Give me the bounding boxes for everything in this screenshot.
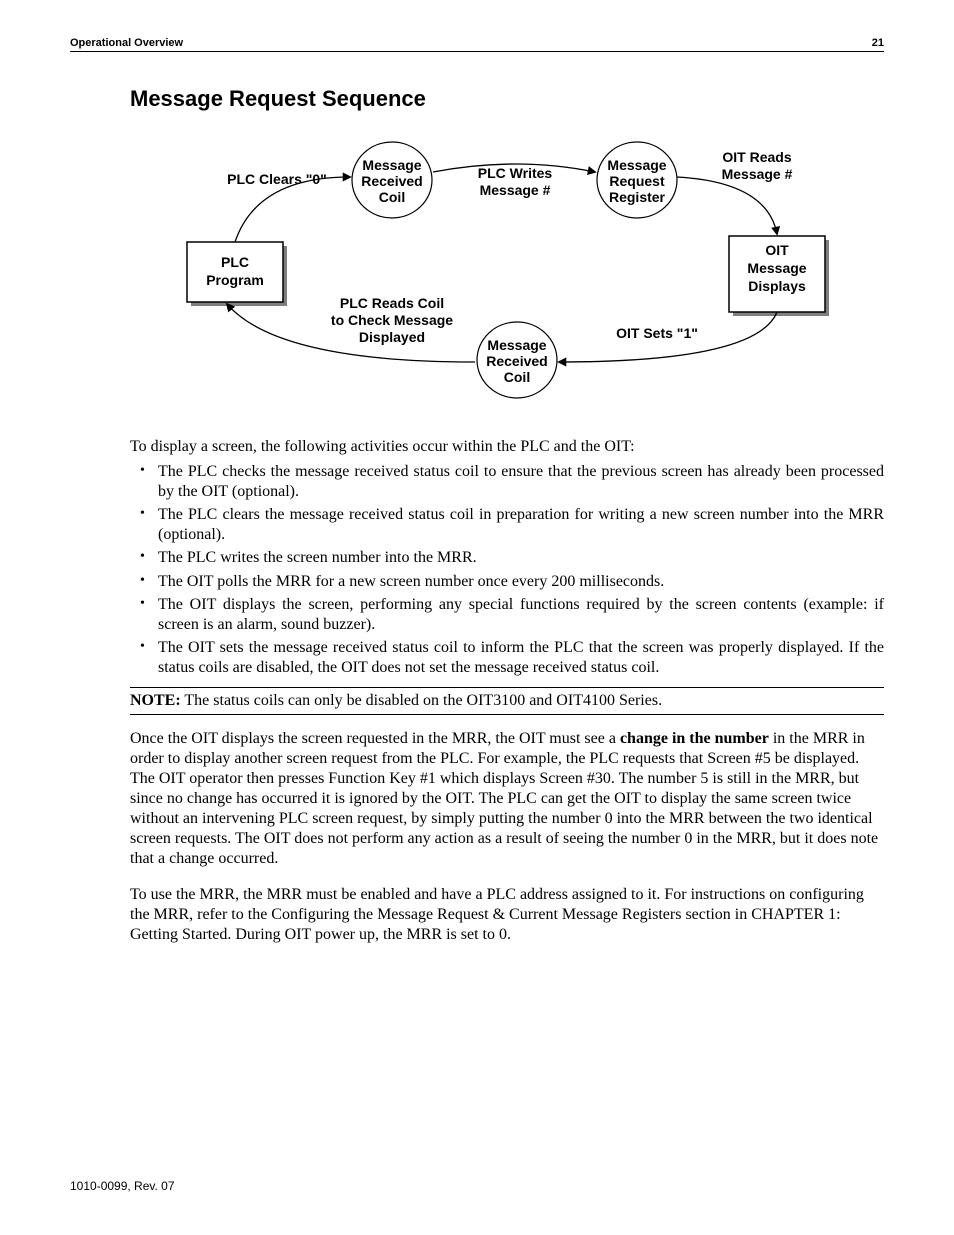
node-mrr-l3: Register — [609, 189, 666, 205]
section-title: Message Request Sequence — [130, 86, 884, 112]
label-reads-l2: Message # — [722, 166, 793, 182]
node-mrr-l1: Message — [607, 157, 666, 173]
para1-bold: change in the number — [620, 730, 769, 747]
note-box: NOTE: The status coils can only be disab… — [130, 687, 884, 715]
note-label: NOTE: — [130, 692, 181, 709]
label-writes-l2: Message # — [480, 182, 551, 198]
node-coil1-l2: Received — [361, 173, 422, 189]
header-section: Operational Overview — [70, 37, 183, 49]
node-coil2-l2: Received — [486, 353, 547, 369]
label-plcreads-l2: to Check Message — [331, 312, 453, 328]
header-page-number: 21 — [872, 37, 884, 49]
para1-post: in the MRR in order to display another s… — [130, 730, 878, 867]
node-mrr-l2: Request — [609, 173, 665, 189]
label-reads-l1: OIT Reads — [722, 149, 791, 165]
sequence-diagram: PLC Program OIT Message Displays Message… — [177, 122, 837, 412]
list-item: The PLC clears the message received stat… — [158, 505, 884, 544]
node-oit-line3: Displays — [748, 278, 806, 294]
list-item: The PLC writes the screen number into th… — [158, 548, 884, 568]
list-item: The OIT displays the screen, performing … — [158, 595, 884, 634]
bullet-list: The PLC checks the message received stat… — [130, 462, 884, 677]
label-plcreads-l1: PLC Reads Coil — [340, 295, 444, 311]
page-content: Message Request Sequence PLC Program OIT… — [130, 86, 884, 961]
list-item: The PLC checks the message received stat… — [158, 462, 884, 501]
label-plcreads-l3: Displayed — [359, 329, 425, 345]
node-oit-line2: Message — [747, 260, 806, 276]
note-text: The status coils can only be disabled on… — [184, 692, 662, 709]
label-sets: OIT Sets "1" — [616, 325, 698, 341]
node-coil1-l1: Message — [362, 157, 421, 173]
page-header: Operational Overview 21 — [70, 37, 884, 52]
node-coil2-l1: Message — [487, 337, 546, 353]
node-plc-line2: Program — [206, 272, 264, 288]
label-clears: PLC Clears "0" — [227, 171, 327, 187]
paragraph-mrr: To use the MRR, the MRR must be enabled … — [130, 885, 884, 945]
node-oit-line1: OIT — [765, 242, 789, 258]
paragraph-change: Once the OIT displays the screen request… — [130, 729, 884, 869]
node-coil1-l3: Coil — [379, 189, 405, 205]
list-item: The OIT sets the message received status… — [158, 638, 884, 677]
label-writes-l1: PLC Writes — [478, 165, 553, 181]
edge-mrr-to-oit — [677, 177, 777, 234]
para1-pre: Once the OIT displays the screen request… — [130, 730, 620, 747]
node-plc-line1: PLC — [221, 254, 249, 270]
intro-text: To display a screen, the following activ… — [130, 438, 884, 456]
page-footer: 1010-0099, Rev. 07 — [70, 1179, 175, 1193]
list-item: The OIT polls the MRR for a new screen n… — [158, 572, 884, 592]
node-coil2-l3: Coil — [504, 369, 530, 385]
